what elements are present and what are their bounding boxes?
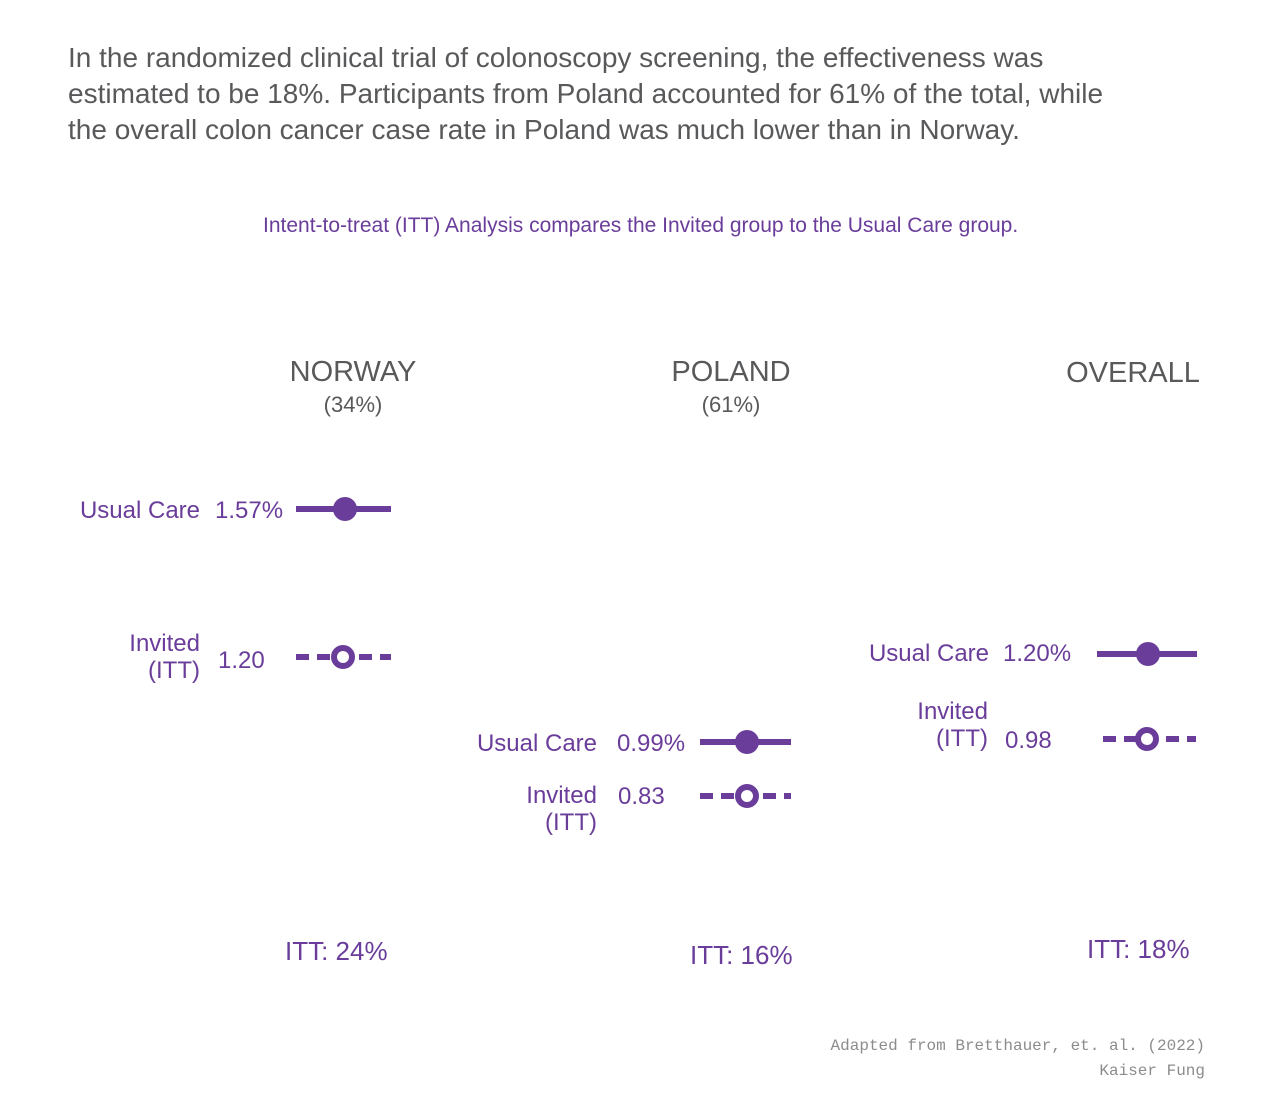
overall-invited-label-line1: Invited	[917, 698, 988, 725]
open-dot-icon	[735, 784, 759, 808]
norway-invited-label: Invited (ITT)	[40, 630, 200, 684]
overall-invited-label: Invited (ITT)	[828, 698, 988, 752]
overall-invited-value: 0.98	[1005, 727, 1052, 754]
filled-dot-icon	[735, 730, 759, 754]
poland-invited-label-line1: Invited	[526, 782, 597, 809]
norway-invited-label-line1: Invited	[129, 630, 200, 657]
norway-invited-label-line2: (ITT)	[148, 657, 200, 684]
column-header-poland: POLAND (61%)	[581, 355, 881, 419]
source-credit-line1: Adapted from Bretthauer, et. al. (2022)	[830, 1037, 1205, 1055]
open-dot-icon	[331, 645, 355, 669]
overall-usual-care-marker	[1097, 642, 1197, 666]
poland-invited-value: 0.83	[618, 783, 665, 810]
chart-subtitle: Intent-to-treat (ITT) Analysis compares …	[263, 214, 1019, 237]
filled-dot-icon	[1136, 642, 1160, 666]
source-credit: Adapted from Bretthauer, et. al. (2022) …	[831, 1034, 1205, 1084]
intro-line-2: estimated to be 18%. Participants from P…	[68, 78, 1104, 109]
itt-summary-norway: ITT: 24%	[285, 936, 388, 966]
column-share-poland: (61%)	[701, 392, 761, 417]
overall-usual-care-label: Usual Care	[868, 640, 989, 667]
poland-invited-label-line2: (ITT)	[545, 809, 597, 836]
intro-line-1: In the randomized clinical trial of colo…	[68, 42, 1044, 73]
norway-invited-value: 1.20	[218, 647, 265, 674]
source-credit-line2: Kaiser Fung	[1099, 1062, 1205, 1080]
open-dot-icon	[1135, 727, 1159, 751]
overall-invited-label-line2: (ITT)	[936, 725, 988, 752]
column-title-norway: NORWAY	[289, 356, 417, 388]
norway-usual-care-label: Usual Care	[79, 497, 200, 524]
intro-line-3: the overall colon cancer case rate in Po…	[68, 114, 1020, 145]
poland-invited-marker	[700, 784, 791, 808]
poland-usual-care-value: 0.99%	[617, 730, 686, 757]
filled-dot-icon	[333, 497, 357, 521]
column-title-overall: OVERALL	[1066, 357, 1200, 389]
column-header-overall: OVERALL	[983, 356, 1266, 390]
column-title-poland: POLAND	[671, 356, 791, 388]
overall-usual-care-value: 1.20%	[1003, 640, 1072, 667]
norway-invited-marker	[296, 645, 391, 669]
itt-summary-overall: ITT: 18%	[1087, 934, 1190, 964]
overall-invited-marker	[1103, 727, 1196, 751]
intro-paragraph: In the randomized clinical trial of colo…	[68, 40, 1103, 148]
norway-usual-care-value: 1.57%	[215, 497, 284, 524]
itt-summary-poland: ITT: 16%	[690, 940, 793, 970]
poland-invited-label: Invited (ITT)	[437, 782, 597, 836]
column-header-norway: NORWAY (34%)	[203, 355, 503, 419]
norway-usual-care-marker	[296, 497, 391, 521]
column-share-norway: (34%)	[323, 392, 383, 417]
poland-usual-care-label: Usual Care	[476, 730, 597, 757]
poland-usual-care-marker	[700, 730, 791, 754]
